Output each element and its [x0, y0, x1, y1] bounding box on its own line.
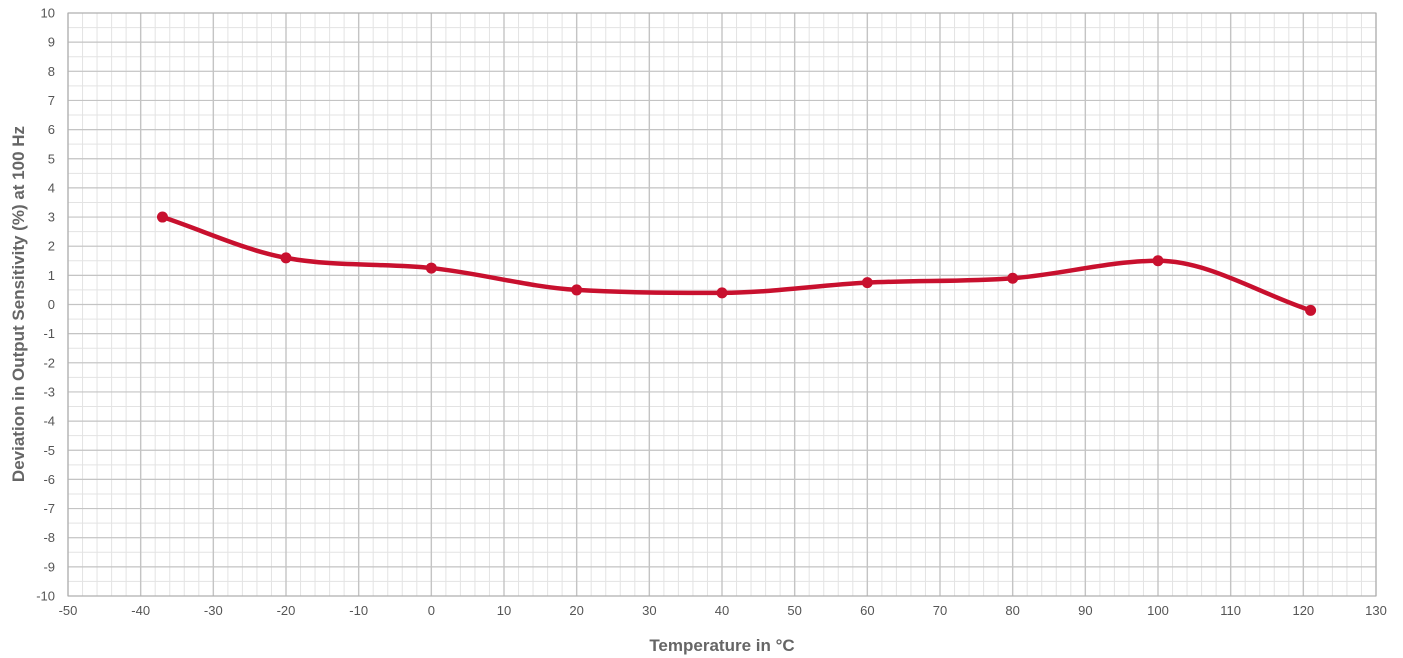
- y-tick-label: 4: [48, 180, 55, 195]
- data-point: [1305, 304, 1317, 316]
- y-tick-label: -6: [43, 472, 55, 487]
- y-tick-label: 6: [48, 122, 55, 137]
- x-tick-labels: -50 -40 -30 -20 -10 0 10 20 30 40 50 60 70 80 90 100 110…: [59, 603, 1387, 618]
- y-tick-label: 5: [48, 151, 55, 166]
- y-tick-label: 10: [41, 6, 55, 21]
- y-tick-label: -8: [43, 530, 55, 545]
- x-tick-label: -30: [204, 603, 223, 618]
- y-tick-label: 3: [48, 210, 55, 225]
- y-tick-label: 7: [48, 93, 55, 108]
- x-tick-label: 60: [860, 603, 874, 618]
- y-tick-label: 8: [48, 64, 55, 79]
- x-tick-label: 30: [642, 603, 656, 618]
- data-point: [1152, 255, 1164, 267]
- y-tick-label: 2: [48, 239, 55, 254]
- y-tick-label: -1: [43, 326, 55, 341]
- x-tick-label: -50: [59, 603, 78, 618]
- data-point: [716, 287, 728, 299]
- data-point: [571, 284, 583, 296]
- x-tick-label: 130: [1365, 603, 1387, 618]
- series-layer: [156, 211, 1317, 316]
- x-tick-label: 110: [1220, 603, 1241, 618]
- y-tick-label: -9: [43, 559, 55, 574]
- y-tick-label: -7: [43, 501, 55, 516]
- data-point: [280, 252, 292, 264]
- x-tick-label: 20: [569, 603, 583, 618]
- y-axis-title: Deviation in Output Sensitivity (%) at 1…: [9, 126, 28, 482]
- x-tick-label: 70: [933, 603, 947, 618]
- data-point: [861, 277, 873, 289]
- x-tick-label: -40: [131, 603, 150, 618]
- major-grid: [67, 12, 1377, 597]
- x-tick-label: 40: [715, 603, 729, 618]
- y-tick-label: 1: [48, 268, 55, 283]
- x-tick-label: 80: [1005, 603, 1019, 618]
- data-point: [156, 211, 168, 223]
- y-tick-label: -4: [43, 414, 55, 429]
- y-tick-label: -10: [36, 589, 55, 604]
- x-axis-title: Temperature in °C: [649, 636, 794, 655]
- x-tick-label: 120: [1292, 603, 1314, 618]
- y-tick-label: -2: [43, 355, 55, 370]
- data-point: [1007, 272, 1019, 284]
- x-tick-label: 90: [1078, 603, 1092, 618]
- x-tick-label: -20: [277, 603, 296, 618]
- y-tick-label: -3: [43, 384, 55, 399]
- plot-frame: [67, 12, 1377, 597]
- data-point: [425, 262, 437, 274]
- x-tick-label: 50: [787, 603, 801, 618]
- y-tick-label: 9: [48, 35, 55, 50]
- y-tick-label: 0: [48, 297, 55, 312]
- y-tick-label: -5: [43, 443, 55, 458]
- x-tick-label: 10: [497, 603, 511, 618]
- x-tick-label: 0: [428, 603, 435, 618]
- x-tick-label: 100: [1147, 603, 1169, 618]
- x-tick-label: -10: [349, 603, 368, 618]
